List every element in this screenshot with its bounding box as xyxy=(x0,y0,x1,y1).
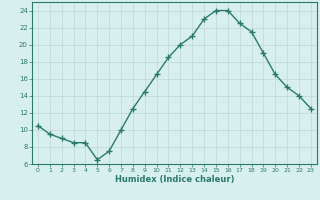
X-axis label: Humidex (Indice chaleur): Humidex (Indice chaleur) xyxy=(115,175,234,184)
